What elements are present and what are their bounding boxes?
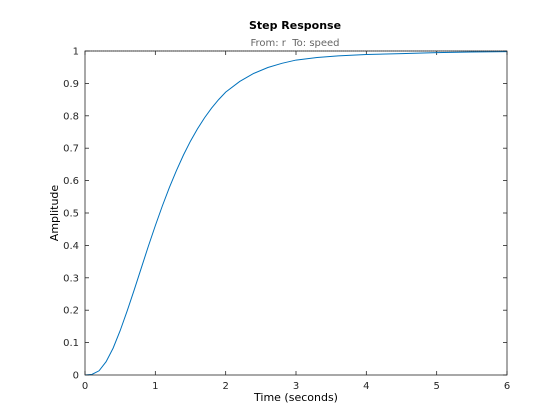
- y-tick-label: 0.6: [63, 176, 79, 187]
- chart-subtitle: From: r To: speed: [250, 38, 339, 49]
- y-tick-label: 0.2: [63, 306, 79, 317]
- x-tick-label: 4: [363, 381, 369, 392]
- y-tick-label: 0: [73, 371, 79, 382]
- axes-box: [84, 50, 508, 376]
- series-layer: [84, 51, 508, 376]
- y-axis-label: Amplitude: [48, 185, 61, 242]
- plot-area: [85, 51, 507, 375]
- x-tick-label: 0: [82, 381, 88, 392]
- y-tick-label: 0.3: [63, 273, 79, 284]
- x-tick-label: 2: [222, 381, 228, 392]
- step-response-line: [84, 51, 508, 376]
- x-axis-label: Time (seconds): [253, 391, 338, 404]
- y-tick-label: 0.4: [63, 241, 79, 252]
- y-ticks: 0 0.1 0.2 0.3 0.4 0.5 0.6 0.7 0.8 0.9 1: [63, 47, 507, 382]
- x-tick-label: 1: [152, 381, 158, 392]
- y-tick-label: 0.9: [63, 79, 79, 90]
- x-tick-label: 5: [433, 381, 439, 392]
- y-tick-label: 0.8: [63, 111, 79, 122]
- x-tick-label: 3: [293, 381, 299, 392]
- x-tick-label: 6: [504, 381, 510, 392]
- y-tick-label: 1: [73, 47, 79, 58]
- y-tick-label: 0.5: [63, 209, 79, 220]
- y-tick-label: 0.1: [63, 338, 79, 349]
- y-tick-label: 0.7: [63, 144, 79, 155]
- chart-title: Step Response: [249, 19, 341, 32]
